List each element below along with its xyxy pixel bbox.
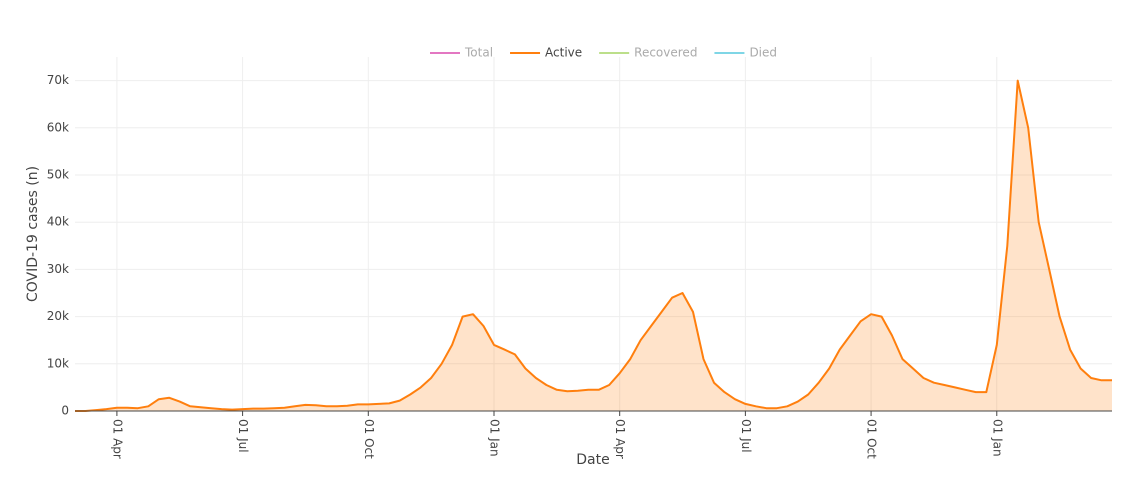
legend-label: Total <box>464 46 493 60</box>
legend-item[interactable]: Total <box>430 46 493 60</box>
line <box>75 79 1112 412</box>
legend-item[interactable]: Recovered <box>599 46 697 60</box>
x-axis-title: Date <box>576 452 609 468</box>
x-tick-label: 01 Apr <box>110 419 124 459</box>
legend-item[interactable]: Died <box>714 46 777 60</box>
y-tick-label: 20k <box>47 309 69 323</box>
area <box>75 80 1112 411</box>
y-tick-label: 40k <box>47 215 69 229</box>
x-tick-label: 01 Jul <box>236 419 250 453</box>
x-tick-label: 01 Jan <box>990 419 1004 457</box>
x-tick-label: 01 Oct <box>865 419 879 459</box>
x-tick-label: 01 Jan <box>487 419 501 457</box>
x-tick-label: 01 Jul <box>739 419 753 453</box>
y-tick-label: 10k <box>47 356 69 370</box>
x-tick-label: 01 Apr <box>613 419 627 459</box>
y-tick-label: 30k <box>47 262 69 276</box>
legend-label: Recovered <box>634 46 697 60</box>
y-tick-label: 0 <box>61 404 69 418</box>
x-tick-label: 01 Oct <box>362 419 376 459</box>
legend-item[interactable]: Active <box>510 46 582 60</box>
legend-label: Died <box>749 46 777 60</box>
y-tick-label: 50k <box>47 168 69 182</box>
y-tick-label: 70k <box>47 73 69 87</box>
y-tick-label: 60k <box>47 120 69 134</box>
legend-label: Active <box>545 46 582 60</box>
y-axis-title: COVID-19 cases (n) <box>25 166 41 302</box>
